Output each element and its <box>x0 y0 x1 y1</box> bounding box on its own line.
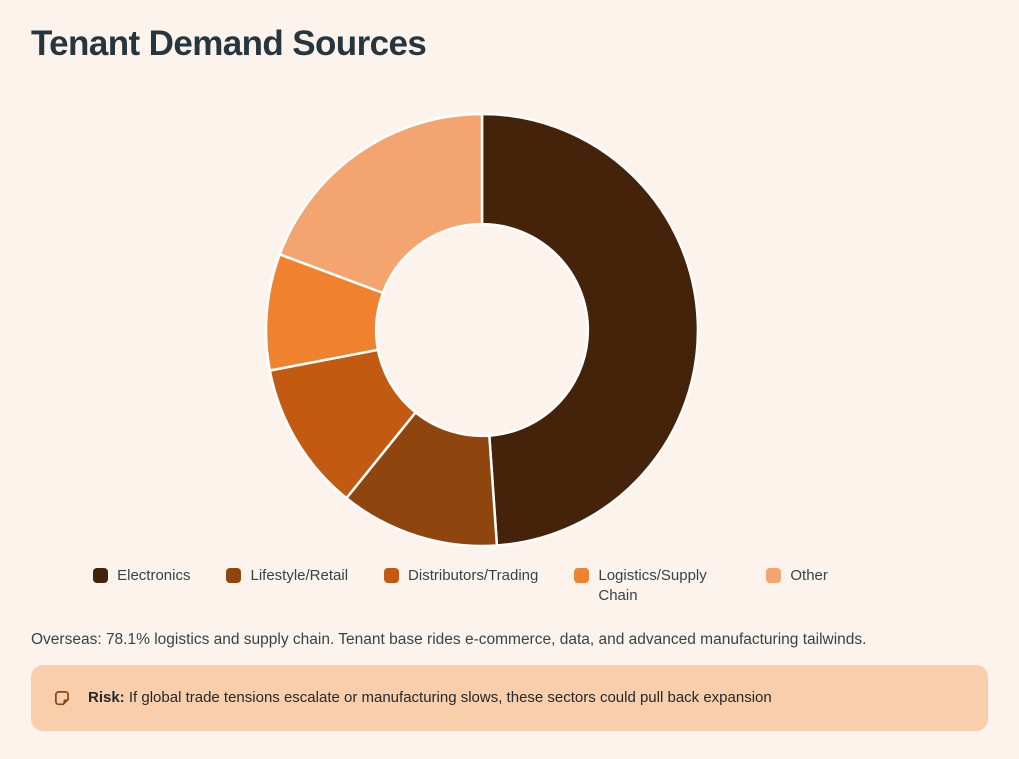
page-title: Tenant Demand Sources <box>31 24 427 63</box>
legend-item-logistics-supply-chain[interactable]: Logistics/Supply Chain <box>574 566 730 605</box>
legend-item-distributors-trading[interactable]: Distributors/Trading <box>384 566 538 586</box>
legend-label-lifestyle-retail: Lifestyle/Retail <box>250 567 349 584</box>
legend-item-lifestyle-retail[interactable]: Lifestyle/Retail <box>226 566 348 586</box>
legend-swatch-lifestyle-retail <box>226 568 242 583</box>
legend-label-electronics: Electronics <box>117 567 191 584</box>
donut-slice-electronics[interactable] <box>480 112 699 547</box>
risk-message: Risk: If global trade tensions escalate … <box>88 688 772 708</box>
chart-legend: Electronics Lifestyle/Retail Distributors/… <box>0 566 939 605</box>
donut-chart <box>264 112 700 548</box>
legend-item-electronics[interactable]: Electronics <box>93 566 190 586</box>
risk-text: If global trade tensions escalate or man… <box>128 689 772 707</box>
legend-label-other: Other <box>790 567 828 584</box>
legend-label-logistics-supply-chain: Logistics/Supply Chain <box>598 567 707 604</box>
legend-label-distributors-trading: Distributors/Trading <box>408 567 539 584</box>
legend-swatch-electronics <box>93 568 109 583</box>
note-icon <box>53 689 71 707</box>
legend-swatch-logistics-supply-chain <box>574 568 590 583</box>
legend-swatch-other <box>766 568 782 583</box>
risk-callout: Risk: If global trade tensions escalate … <box>31 664 988 731</box>
overseas-note: Overseas: 78.1% logistics and supply cha… <box>31 631 867 648</box>
legend-swatch-distributors-trading <box>384 568 400 583</box>
donut-slice-other[interactable] <box>277 112 483 295</box>
legend-item-other[interactable]: Other <box>766 566 828 586</box>
donut-chart-svg <box>264 112 699 548</box>
risk-label: Risk: <box>88 689 125 707</box>
